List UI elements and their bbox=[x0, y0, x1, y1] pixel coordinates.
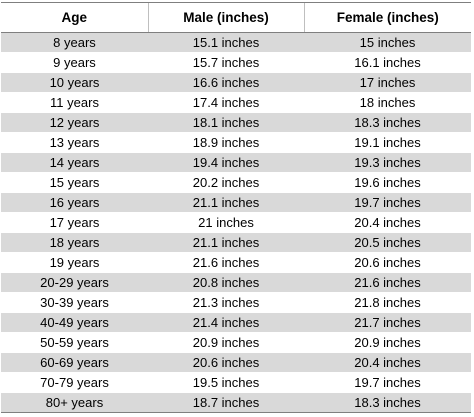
male-cell: 18.1 inches bbox=[148, 112, 304, 133]
age-cell: 12 years bbox=[1, 112, 148, 133]
table-row: 60-69 years 20.6 inches 20.4 inches bbox=[1, 352, 471, 373]
age-cell: 50-59 years bbox=[1, 332, 148, 353]
male-cell: 20.9 inches bbox=[148, 332, 304, 353]
header-row: Age Male (inches) Female (inches) bbox=[1, 2, 471, 33]
age-cell: 18 years bbox=[1, 232, 148, 253]
table-row: 17 years 21 inches 20.4 inches bbox=[1, 212, 471, 233]
male-cell: 21.1 inches bbox=[148, 232, 304, 253]
measurement-table-container: Age Male (inches) Female (inches) 8 year… bbox=[1, 2, 471, 413]
age-cell: 20-29 years bbox=[1, 272, 148, 293]
female-cell: 16.1 inches bbox=[304, 52, 471, 73]
age-cell: 17 years bbox=[1, 212, 148, 233]
female-cell: 20.4 inches bbox=[304, 352, 471, 373]
age-cell: 8 years bbox=[1, 32, 148, 53]
male-cell: 20.8 inches bbox=[148, 272, 304, 293]
header-male: Male (inches) bbox=[147, 2, 304, 33]
age-cell: 9 years bbox=[1, 52, 148, 73]
female-cell: 15 inches bbox=[304, 32, 471, 53]
male-cell: 21.1 inches bbox=[148, 192, 304, 213]
age-cell: 60-69 years bbox=[1, 352, 148, 373]
table-row: 19 years 21.6 inches 20.6 inches bbox=[1, 252, 471, 273]
table-row: 20-29 years 20.8 inches 21.6 inches bbox=[1, 272, 471, 293]
header-female: Female (inches) bbox=[303, 2, 471, 33]
female-cell: 19.1 inches bbox=[304, 132, 471, 153]
table-row: 70-79 years 19.5 inches 19.7 inches bbox=[1, 372, 471, 393]
male-cell: 17.4 inches bbox=[148, 92, 304, 113]
male-cell: 15.1 inches bbox=[148, 32, 304, 53]
age-cell: 13 years bbox=[1, 132, 148, 153]
table-row: 11 years 17.4 inches 18 inches bbox=[1, 92, 471, 113]
female-cell: 19.6 inches bbox=[304, 172, 471, 193]
female-cell: 20.9 inches bbox=[304, 332, 471, 353]
table-row: 18 years 21.1 inches 20.5 inches bbox=[1, 232, 471, 253]
age-cell: 16 years bbox=[1, 192, 148, 213]
table-row: 12 years 18.1 inches 18.3 inches bbox=[1, 112, 471, 133]
table-row: 9 years 15.7 inches 16.1 inches bbox=[1, 52, 471, 73]
male-cell: 18.7 inches bbox=[148, 392, 304, 413]
age-cell: 30-39 years bbox=[1, 292, 148, 313]
table-row: 14 years 19.4 inches 19.3 inches bbox=[1, 152, 471, 173]
female-cell: 20.4 inches bbox=[304, 212, 471, 233]
male-cell: 21.6 inches bbox=[148, 252, 304, 273]
male-cell: 18.9 inches bbox=[148, 132, 304, 153]
measurement-table: Age Male (inches) Female (inches) 8 year… bbox=[1, 2, 471, 413]
male-cell: 15.7 inches bbox=[148, 52, 304, 73]
female-cell: 21.8 inches bbox=[304, 292, 471, 313]
table-row: 40-49 years 21.4 inches 21.7 inches bbox=[1, 312, 471, 333]
male-cell: 20.2 inches bbox=[148, 172, 304, 193]
male-cell: 19.5 inches bbox=[148, 372, 304, 393]
table-row: 15 years 20.2 inches 19.6 inches bbox=[1, 172, 471, 193]
male-cell: 20.6 inches bbox=[148, 352, 304, 373]
female-cell: 19.3 inches bbox=[304, 152, 471, 173]
female-cell: 19.7 inches bbox=[304, 372, 471, 393]
female-cell: 18 inches bbox=[304, 92, 471, 113]
table-row: 80+ years 18.7 inches 18.3 inches bbox=[1, 392, 471, 413]
table-row: 8 years 15.1 inches 15 inches bbox=[1, 32, 471, 53]
male-cell: 19.4 inches bbox=[148, 152, 304, 173]
age-cell: 15 years bbox=[1, 172, 148, 193]
female-cell: 18.3 inches bbox=[304, 112, 471, 133]
female-cell: 20.6 inches bbox=[304, 252, 471, 273]
male-cell: 21 inches bbox=[148, 212, 304, 233]
male-cell: 21.4 inches bbox=[148, 312, 304, 333]
table-row: 50-59 years 20.9 inches 20.9 inches bbox=[1, 332, 471, 353]
table-row: 13 years 18.9 inches 19.1 inches bbox=[1, 132, 471, 153]
female-cell: 19.7 inches bbox=[304, 192, 471, 213]
female-cell: 18.3 inches bbox=[304, 392, 471, 413]
table-row: 10 years 16.6 inches 17 inches bbox=[1, 72, 471, 93]
age-cell: 14 years bbox=[1, 152, 148, 173]
header-age: Age bbox=[1, 2, 148, 33]
table-row: 30-39 years 21.3 inches 21.8 inches bbox=[1, 292, 471, 313]
age-cell: 40-49 years bbox=[1, 312, 148, 333]
age-cell: 19 years bbox=[1, 252, 148, 273]
table-body: 8 years 15.1 inches 15 inches 9 years 15.7 i… bbox=[1, 32, 471, 413]
male-cell: 16.6 inches bbox=[148, 72, 304, 93]
table-row: 16 years 21.1 inches 19.7 inches bbox=[1, 192, 471, 213]
age-cell: 11 years bbox=[1, 92, 148, 113]
age-cell: 80+ years bbox=[1, 392, 148, 413]
age-cell: 70-79 years bbox=[1, 372, 148, 393]
age-cell: 10 years bbox=[1, 72, 148, 93]
female-cell: 20.5 inches bbox=[304, 232, 471, 253]
table-header: Age Male (inches) Female (inches) bbox=[1, 2, 471, 33]
female-cell: 21.7 inches bbox=[304, 312, 471, 333]
male-cell: 21.3 inches bbox=[148, 292, 304, 313]
female-cell: 21.6 inches bbox=[304, 272, 471, 293]
female-cell: 17 inches bbox=[304, 72, 471, 93]
